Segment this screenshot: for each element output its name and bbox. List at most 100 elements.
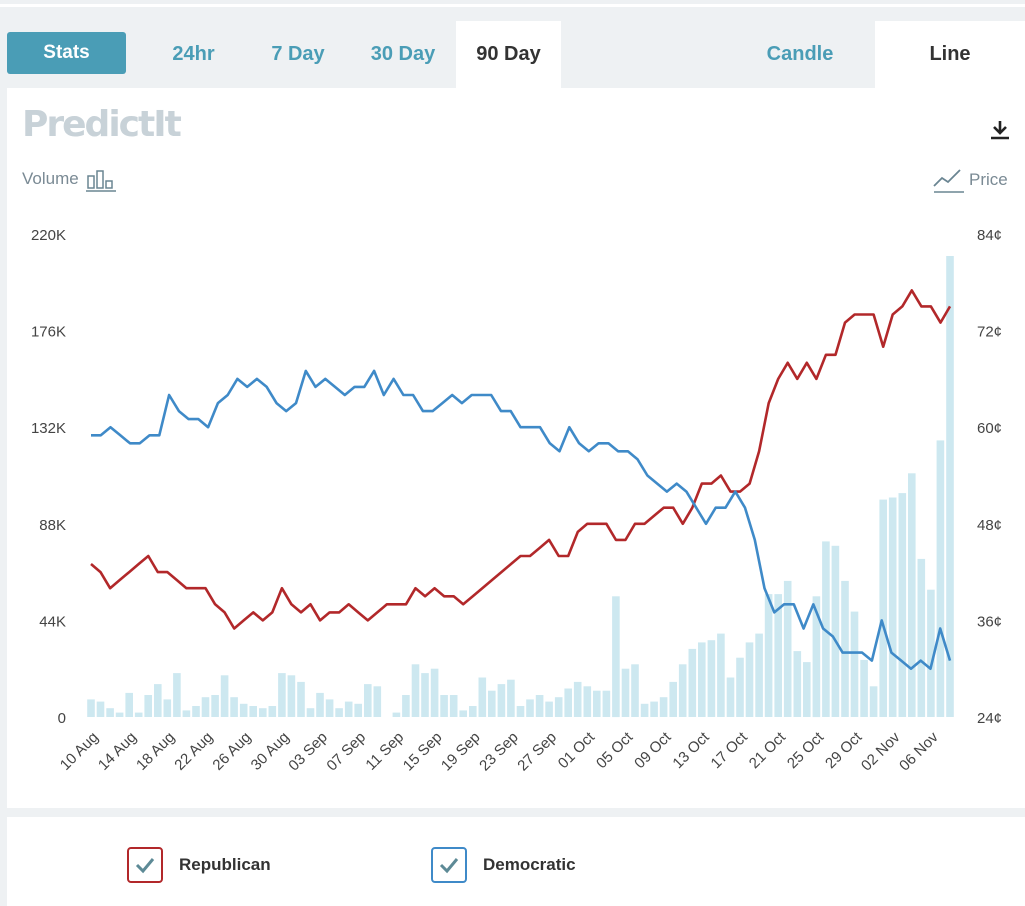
volume-bar <box>946 256 954 717</box>
legend-label-democratic: Democratic <box>483 855 576 874</box>
volume-bar <box>278 673 286 717</box>
legend-panel <box>7 817 1025 906</box>
tab-90-day[interactable]: 90 Day <box>456 21 561 88</box>
volume-bar <box>927 589 935 717</box>
tab-30-day[interactable]: 30 Day <box>370 43 436 65</box>
bar-chart-icon <box>86 170 116 192</box>
volume-bar <box>535 695 544 717</box>
volume-bar <box>793 651 802 717</box>
volume-bar <box>335 708 343 717</box>
volume-bar <box>545 701 553 717</box>
volume-bar <box>602 690 611 717</box>
volume-bar <box>554 697 563 717</box>
volume-bar <box>201 697 210 717</box>
volume-bar <box>783 580 792 717</box>
republican-price-line <box>90 289 952 630</box>
x-tick-label: 09 Oct <box>631 728 675 772</box>
volume-bar <box>860 659 868 717</box>
x-tick-label: 21 Oct <box>746 728 790 772</box>
volume-bar <box>421 673 429 717</box>
volume-bar <box>192 706 200 717</box>
volume-bar <box>631 664 639 717</box>
y-right-tick-label: 24¢ <box>977 710 1002 727</box>
x-tick-label: 17 Oct <box>708 728 752 772</box>
volume-bar <box>812 596 821 718</box>
volume-bar <box>478 677 487 717</box>
volume-bar <box>698 642 706 717</box>
volume-bar <box>325 699 334 717</box>
volume-bar <box>736 657 744 717</box>
volume-bar <box>650 701 658 717</box>
volume-bar <box>755 633 763 717</box>
legend-republican[interactable]: Republican <box>127 846 271 884</box>
volume-bar <box>564 688 572 717</box>
volume-bar <box>869 686 878 717</box>
volume-bar <box>803 662 811 717</box>
volume-bar <box>354 703 362 717</box>
volume-bar <box>402 695 410 717</box>
volume-bar <box>373 686 382 717</box>
tab-candle[interactable]: Candle <box>766 43 834 65</box>
volume-bar <box>316 692 324 717</box>
x-tick-label: 06 Nov <box>896 728 942 774</box>
tab-7-day[interactable]: 7 Day <box>271 43 325 65</box>
volume-bar <box>344 701 353 717</box>
volume-bar <box>659 697 668 717</box>
volume-bar <box>888 497 897 717</box>
y-left-tick-label: 88K <box>39 517 66 534</box>
volume-bar <box>908 473 916 717</box>
download-icon[interactable] <box>988 118 1012 142</box>
volume-bar <box>230 697 238 717</box>
volume-bar <box>411 664 420 717</box>
tab-24hr[interactable]: 24hr <box>172 43 215 65</box>
x-tick-label: 03 Sep <box>285 729 331 775</box>
legend-democratic[interactable]: Democratic <box>431 846 576 884</box>
volume-bar <box>573 681 582 717</box>
volume-bar <box>144 695 152 717</box>
x-tick-label: 10 Aug <box>57 729 102 774</box>
volume-bar <box>936 440 945 717</box>
volume-bar <box>134 712 143 717</box>
x-tick-label: 26 Aug <box>209 729 254 774</box>
tab-line[interactable]: Line <box>875 21 1025 88</box>
x-tick-label: 29 Oct <box>822 728 866 772</box>
check-icon[interactable] <box>431 847 467 883</box>
y-left-tick-label: 132K <box>31 420 66 437</box>
check-icon[interactable] <box>127 847 163 883</box>
y-left-tick-label: 44K <box>39 613 66 630</box>
volume-bar <box>239 703 248 717</box>
volume-bar <box>526 699 534 717</box>
volume-bar <box>259 708 267 717</box>
volume-bar <box>841 580 849 717</box>
volume-bar <box>211 695 219 717</box>
volume-bar <box>220 675 229 717</box>
volume-bar <box>678 664 687 717</box>
volume-bar <box>364 684 372 717</box>
x-tick-label: 13 Oct <box>669 728 713 772</box>
volume-bar <box>106 708 114 717</box>
line-chart-icon <box>933 169 964 193</box>
top-divider <box>0 4 1025 7</box>
volume-bar <box>163 699 172 717</box>
volume-bar <box>449 695 458 717</box>
stats-button[interactable]: Stats <box>7 32 126 74</box>
volume-bar <box>497 684 506 717</box>
volume-bar <box>593 690 601 717</box>
x-tick-label: 23 Sep <box>476 729 522 775</box>
volume-bar <box>306 708 315 717</box>
y-right-tick-label: 72¢ <box>977 324 1002 341</box>
predictit-logo: PredictIt <box>22 104 182 145</box>
volume-bar <box>125 692 133 717</box>
x-tick-label: 27 Sep <box>514 729 560 775</box>
volume-bar <box>173 673 181 717</box>
volume-bar <box>507 679 515 717</box>
volume-bar <box>831 545 840 717</box>
volume-bar <box>459 710 467 717</box>
democratic-price-line <box>91 369 952 670</box>
volume-bar <box>469 706 477 717</box>
volume-bar <box>707 640 716 717</box>
volume-bar <box>764 594 773 717</box>
volume-bar <box>688 648 697 717</box>
volume-bar <box>392 712 401 717</box>
